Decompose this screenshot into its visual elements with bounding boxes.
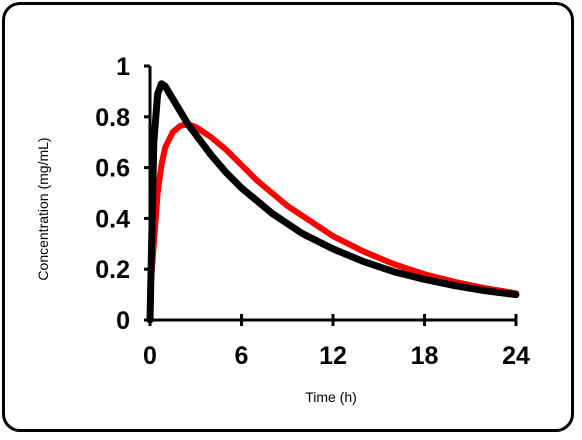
y-tick-label: 0.4 bbox=[95, 205, 130, 233]
x-tick-label: 0 bbox=[143, 342, 157, 370]
series-line-1 bbox=[147, 121, 519, 298]
y-tick-label: 0.2 bbox=[95, 256, 130, 284]
y-ticks: 0 0.2 0.4 0.6 0.8 1 bbox=[95, 53, 150, 335]
x-ticks: 0 6 12 18 24 bbox=[143, 314, 530, 370]
y-tick-label: 0 bbox=[116, 307, 130, 335]
x-tick-label: 12 bbox=[319, 342, 347, 370]
y-axis-title: Concentration (mg/mL) bbox=[35, 137, 51, 280]
y-tick-label: 0.8 bbox=[95, 104, 130, 132]
y-tick-label: 0.6 bbox=[95, 155, 130, 183]
series-line-2 bbox=[146, 80, 520, 324]
y-tick-label: 1 bbox=[116, 53, 130, 81]
x-axis-title: Time (h) bbox=[305, 389, 357, 405]
chart-frame bbox=[2, 2, 574, 432]
series-layer bbox=[146, 80, 520, 324]
x-tick-label: 24 bbox=[502, 342, 530, 370]
x-tick-label: 6 bbox=[235, 342, 249, 370]
x-tick-label: 18 bbox=[411, 342, 439, 370]
